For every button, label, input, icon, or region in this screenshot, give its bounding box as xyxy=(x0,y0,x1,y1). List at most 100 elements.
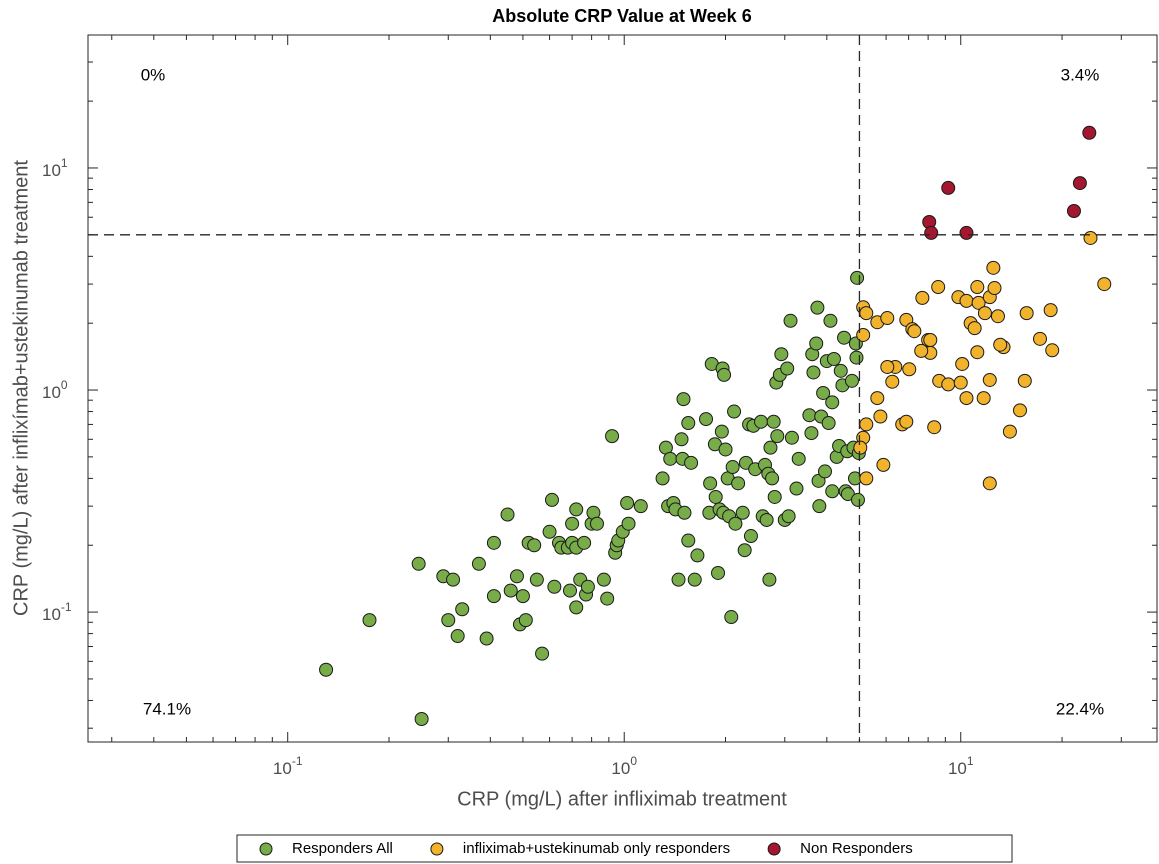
point xyxy=(569,600,584,615)
point xyxy=(565,516,580,531)
point xyxy=(708,489,723,504)
point xyxy=(1019,306,1034,321)
point xyxy=(1017,373,1032,388)
point xyxy=(718,442,733,457)
point xyxy=(982,372,997,387)
point xyxy=(783,313,798,328)
point xyxy=(802,408,817,423)
point xyxy=(971,295,986,310)
point xyxy=(500,507,515,522)
point xyxy=(967,321,982,336)
point xyxy=(681,416,696,431)
point xyxy=(515,589,530,604)
point xyxy=(986,260,1001,275)
x-axis-label: CRP (mg/L) after infliximab treatment xyxy=(457,788,787,810)
point xyxy=(770,429,785,444)
point xyxy=(1066,204,1081,219)
point xyxy=(833,363,848,378)
point xyxy=(503,583,518,598)
point xyxy=(844,373,859,388)
point xyxy=(486,535,501,550)
point xyxy=(1045,343,1060,358)
point xyxy=(923,332,938,347)
point xyxy=(902,362,917,377)
tick-base: 10 xyxy=(42,606,61,625)
point xyxy=(479,631,494,646)
point xyxy=(774,347,789,362)
point xyxy=(1033,331,1048,346)
point xyxy=(821,416,836,431)
point xyxy=(817,464,832,479)
point xyxy=(850,492,865,507)
point xyxy=(781,509,796,524)
point xyxy=(759,512,774,527)
point xyxy=(699,412,714,427)
point xyxy=(580,579,595,594)
legend-marker xyxy=(767,842,781,856)
point xyxy=(987,281,1002,296)
y-axis-label: CRP (mg/L) after inflixímab+ustekinumab … xyxy=(10,160,32,616)
point xyxy=(674,432,689,447)
quadrant-label: 0% xyxy=(141,65,166,84)
point xyxy=(544,492,559,507)
tick-exponent: 1 xyxy=(967,754,974,768)
point xyxy=(1097,277,1112,292)
point xyxy=(743,529,758,544)
legend-marker xyxy=(259,842,273,856)
point xyxy=(1013,403,1028,418)
point xyxy=(724,610,739,625)
point xyxy=(816,385,831,400)
point xyxy=(789,481,804,496)
point xyxy=(535,646,550,661)
point xyxy=(899,414,914,429)
legend-label: Responders All xyxy=(292,840,393,857)
point xyxy=(690,548,705,563)
tick-base: 10 xyxy=(948,759,967,778)
point xyxy=(1043,303,1058,318)
point xyxy=(1002,424,1017,439)
point xyxy=(677,505,692,520)
point xyxy=(605,429,620,444)
point xyxy=(600,591,615,606)
plot-area xyxy=(319,125,1112,727)
point xyxy=(754,414,769,429)
point xyxy=(976,391,991,406)
point xyxy=(735,505,750,520)
point xyxy=(873,409,888,424)
point xyxy=(362,613,377,628)
legend-marker xyxy=(430,842,444,856)
tick-exponent: 0 xyxy=(61,378,68,392)
tick-base: 10 xyxy=(611,759,630,778)
point xyxy=(676,392,691,407)
point xyxy=(993,337,1008,352)
point xyxy=(671,572,686,587)
point xyxy=(731,476,746,491)
point xyxy=(455,602,470,617)
point xyxy=(941,180,956,195)
point xyxy=(915,290,930,305)
point xyxy=(1082,125,1097,140)
point xyxy=(780,361,795,376)
point xyxy=(853,440,868,455)
legend-label: Non Responders xyxy=(800,840,913,857)
point xyxy=(859,471,874,486)
point xyxy=(959,293,974,308)
point xyxy=(1083,230,1098,245)
point xyxy=(509,569,524,584)
tick-exponent: 0 xyxy=(630,754,637,768)
point xyxy=(727,404,742,419)
point xyxy=(762,572,777,587)
point xyxy=(441,613,456,628)
point xyxy=(941,377,956,392)
point xyxy=(471,556,486,571)
legend-label: infliximab+ustekinumab only responders xyxy=(463,840,730,857)
point xyxy=(446,572,461,587)
point xyxy=(527,538,542,553)
point xyxy=(547,579,562,594)
point xyxy=(850,270,865,285)
x-tick-label: 100 xyxy=(611,754,637,778)
point xyxy=(319,662,334,677)
point xyxy=(711,565,726,580)
legend-box xyxy=(236,834,1013,863)
point xyxy=(885,374,900,389)
